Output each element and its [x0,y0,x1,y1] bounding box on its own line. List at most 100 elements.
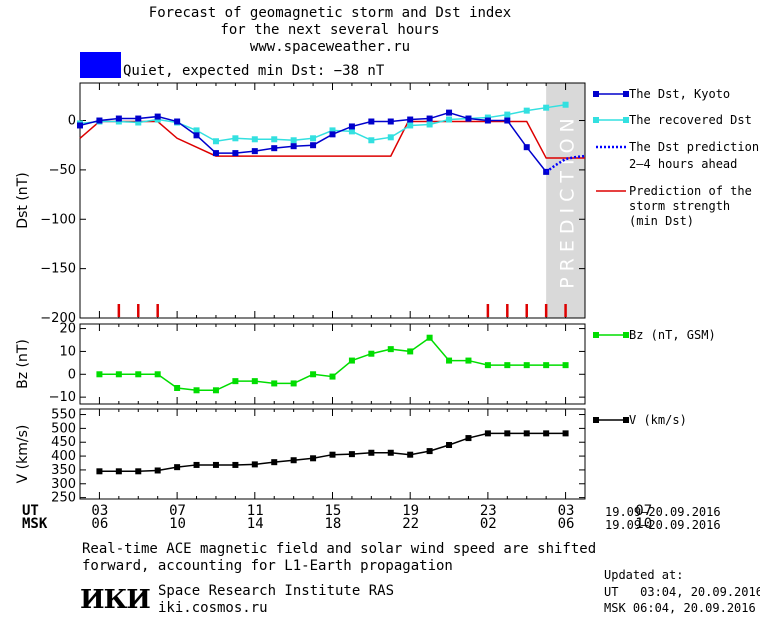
legend [593,91,629,423]
speed-point [523,430,530,437]
legend-dst-recovered: The recovered Dst [629,113,752,127]
speed-point [504,430,511,437]
updated-ut: UT 03:04, 20.09.2016 [604,585,760,599]
dst-recovered-point [232,135,239,142]
speed-point [174,464,181,471]
dst-kyoto-point [368,118,375,125]
ut-tick-label: 19 [402,503,420,519]
bz-point [232,378,239,385]
dst-kyoto-point [212,150,219,157]
speed-point [387,449,394,456]
bz-point [135,371,142,378]
v-ytick-label: 300 [51,477,76,492]
dst-recovered-point [446,116,453,123]
legend-dst-prediction-1: The Dst prediction [629,140,760,154]
legend-v-swatch-marker [593,417,599,423]
ut-tick-label: 23 [479,503,497,519]
chart-title-line1: Forecast of geomagnetic storm and Dst in… [148,5,512,21]
bz-point [174,385,181,391]
v-ytick-label: 400 [51,449,76,464]
bz-point [368,350,375,357]
bz-point [251,378,258,385]
ut-tick-label: 11 [246,503,264,519]
ut-tick-label: 15 [324,503,342,519]
dst-recovered-point [387,134,394,141]
speed-point [562,430,569,437]
v-ytick-label: 250 [51,491,76,506]
legend-dst-kyoto: The Dst, Kyoto [629,87,731,101]
speed-point [96,468,103,475]
bz-point [562,362,569,369]
speed-point [135,468,142,475]
bz-point [465,357,472,364]
speed-point [484,430,491,437]
bz-point [290,380,297,387]
date-range-ut: 19.09–20.09.2016 [605,505,721,519]
dst-kyoto-point [504,117,511,124]
speed-point [310,455,317,462]
dst-recovered-point [310,135,317,142]
dst-recovered-point [329,127,336,134]
dst-kyoto-point [446,109,453,116]
dst-kyoto-point [523,144,530,151]
dst-kyoto-point [135,115,142,122]
v-ylabel: V (km/s) [15,425,31,484]
dst-recovered-point [251,136,258,143]
prediction-zone [546,83,585,318]
bz-line [99,336,566,392]
legend-storm-3: (min Dst) [629,214,695,228]
legend-dst-recovered-swatch-marker [593,117,599,123]
bz-point [407,348,414,355]
ut-tick-label: 07 [169,503,186,519]
bz-point [543,362,550,369]
bz-point [115,371,122,378]
dst-kyoto-point [271,145,278,152]
bz-ytick-label: 0 [68,367,76,382]
dst-recovered-point [271,136,278,143]
legend-dst-prediction-2: 2–4 hours ahead [629,157,738,171]
dst-recovered-point [523,107,530,114]
msk-tick-label: 10 [169,516,186,532]
msk-tick-label: 10 [635,516,653,532]
dst-kyoto-point [387,118,394,125]
speed-point [329,451,336,458]
msk-tick-label: 06 [557,516,575,532]
bz-point [387,346,394,353]
dst-kyoto-point [174,118,181,125]
legend-dst-recovered-swatch-marker [623,117,629,123]
dst-recovered-point [562,101,569,108]
dst-kyoto-point [290,143,297,150]
status-color-box [80,52,121,78]
speed-point [543,430,550,437]
speed-point [115,468,122,475]
ut-tick-label: 03 [557,503,575,519]
dst-panel: PREDICTION 0 −50 −100 −150 −200 Dst (nT) [15,82,586,326]
dst-recovered-point [135,119,142,126]
v-ytick-label: 500 [51,421,76,436]
speed-point [271,459,278,466]
dst-ytick-label: −50 [49,163,76,178]
dst-recovered-point [407,122,414,129]
dst-recovered-point [543,104,550,111]
bz-point [504,362,511,369]
bz-point [96,371,103,378]
dst-kyoto-point [77,122,83,129]
speed-point [368,449,375,456]
dst-kyoto-point [96,117,103,124]
dst-prediction-line [545,154,586,173]
msk-tick-label: 02 [479,516,497,532]
institute-site[interactable]: iki.cosmos.ru [158,600,268,616]
speed-point [290,457,297,464]
dst-ytick-label: −200 [40,311,76,326]
dst-ylabel: Dst (nT) [15,172,31,228]
iki-logo: ИКИ [80,585,151,615]
speed-point [426,448,433,455]
legend-v-swatch-marker [623,417,629,423]
updated-msk: MSK 06:04, 20.09.2016 [604,601,756,615]
msk-tick-label: 06 [91,516,109,532]
site-url[interactable]: www.spaceweather.ru [249,39,411,55]
dst-kyoto-point [407,116,414,123]
dst-recovered-line [79,103,566,143]
